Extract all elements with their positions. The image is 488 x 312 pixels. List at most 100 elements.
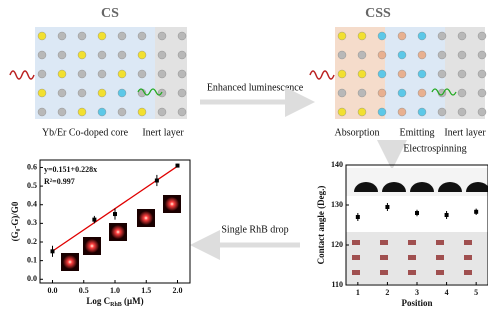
ion bbox=[118, 89, 126, 97]
ion bbox=[178, 70, 186, 78]
excitation bbox=[310, 71, 334, 79]
ion bbox=[38, 51, 46, 59]
point bbox=[445, 213, 449, 217]
inset-glow bbox=[165, 197, 179, 211]
ion bbox=[338, 51, 346, 59]
ion bbox=[98, 89, 106, 97]
inset-glow bbox=[139, 211, 153, 225]
ion bbox=[398, 89, 406, 97]
annotation: R²=0.997 bbox=[44, 177, 75, 186]
y-tick-label: 130 bbox=[331, 200, 343, 209]
excitation bbox=[10, 71, 34, 79]
ion bbox=[98, 70, 106, 78]
inset-glow bbox=[85, 239, 99, 253]
ion bbox=[138, 32, 146, 40]
x-tick-label: 2.0 bbox=[173, 286, 183, 295]
ion bbox=[358, 108, 366, 116]
fiber-spot bbox=[352, 270, 360, 275]
ion bbox=[478, 51, 486, 59]
ion bbox=[378, 89, 386, 97]
ion bbox=[458, 70, 466, 78]
arrow-label: Single RhB drop bbox=[221, 224, 288, 235]
ion bbox=[178, 108, 186, 116]
ion bbox=[418, 32, 426, 40]
ion bbox=[458, 89, 466, 97]
point bbox=[356, 215, 360, 219]
ion bbox=[358, 89, 366, 97]
fiber-spot bbox=[408, 270, 416, 275]
ion bbox=[418, 51, 426, 59]
ion bbox=[58, 32, 66, 40]
ion bbox=[78, 32, 86, 40]
ion bbox=[338, 89, 346, 97]
point bbox=[385, 205, 389, 209]
point bbox=[51, 249, 55, 253]
ion bbox=[118, 32, 126, 40]
ion bbox=[158, 108, 166, 116]
x-tick-label: 0.5 bbox=[79, 286, 89, 295]
y-tick-label: 0.6 bbox=[27, 162, 37, 171]
ion bbox=[398, 108, 406, 116]
ion bbox=[418, 89, 426, 97]
x-tick-label: 5 bbox=[474, 288, 478, 297]
x-axis-label-part: (μM) bbox=[122, 296, 144, 306]
fiber-spot bbox=[436, 240, 444, 245]
arrow-label: Enhanced luminescence bbox=[207, 82, 304, 93]
y-axis-label: Contact angle (Deg.) bbox=[316, 186, 326, 265]
ion bbox=[38, 70, 46, 78]
ion bbox=[338, 108, 346, 116]
ion bbox=[98, 32, 106, 40]
fiber-spot bbox=[436, 255, 444, 260]
y-tick-label: 120 bbox=[331, 240, 343, 249]
css-title: CSS bbox=[365, 6, 391, 21]
ion bbox=[438, 51, 446, 59]
ion bbox=[138, 108, 146, 116]
ion bbox=[378, 51, 386, 59]
ion bbox=[38, 32, 46, 40]
x-axis-label-part: Log C bbox=[86, 296, 110, 306]
point bbox=[176, 164, 180, 168]
ion bbox=[378, 70, 386, 78]
ion bbox=[338, 70, 346, 78]
y-tick-label: 140 bbox=[331, 160, 343, 169]
x-tick-label: 2 bbox=[385, 288, 389, 297]
ion bbox=[78, 70, 86, 78]
point bbox=[474, 210, 478, 214]
ion bbox=[378, 108, 386, 116]
ion bbox=[138, 51, 146, 59]
ion bbox=[398, 70, 406, 78]
x-tick-label: 3 bbox=[415, 288, 419, 297]
ion bbox=[418, 70, 426, 78]
point bbox=[415, 211, 419, 215]
x-tick-label: 1.0 bbox=[110, 286, 120, 295]
ion bbox=[398, 51, 406, 59]
fiber-spot bbox=[464, 240, 472, 245]
ion bbox=[438, 108, 446, 116]
ion bbox=[458, 108, 466, 116]
figure: CS CSS Yb/Er Co-doped core Inert layer A… bbox=[0, 0, 488, 307]
ion bbox=[98, 51, 106, 59]
ion bbox=[178, 89, 186, 97]
point bbox=[113, 212, 117, 216]
fiber-spot bbox=[408, 240, 416, 245]
label: Yb/Er Co-doped core bbox=[42, 127, 129, 138]
core-region bbox=[35, 27, 155, 119]
x-axis-label: Position bbox=[401, 298, 432, 307]
fiber-spot bbox=[464, 270, 472, 275]
ion bbox=[478, 108, 486, 116]
ion bbox=[78, 108, 86, 116]
fiber-spot bbox=[408, 255, 416, 260]
label: Inert layer bbox=[142, 127, 184, 138]
ion bbox=[58, 108, 66, 116]
ion bbox=[158, 32, 166, 40]
x-tick-label: 4 bbox=[445, 288, 449, 297]
arrow-label: Electrospinning bbox=[403, 143, 466, 154]
label: Inert layer bbox=[444, 127, 486, 138]
annotation: y=0.151+0.228x bbox=[44, 165, 97, 174]
fiber-spot bbox=[436, 270, 444, 275]
label: Absorption bbox=[335, 127, 380, 138]
fiber-spot bbox=[380, 240, 388, 245]
ion bbox=[478, 70, 486, 78]
ion bbox=[118, 51, 126, 59]
x-axis-label-part: Position bbox=[401, 298, 432, 307]
